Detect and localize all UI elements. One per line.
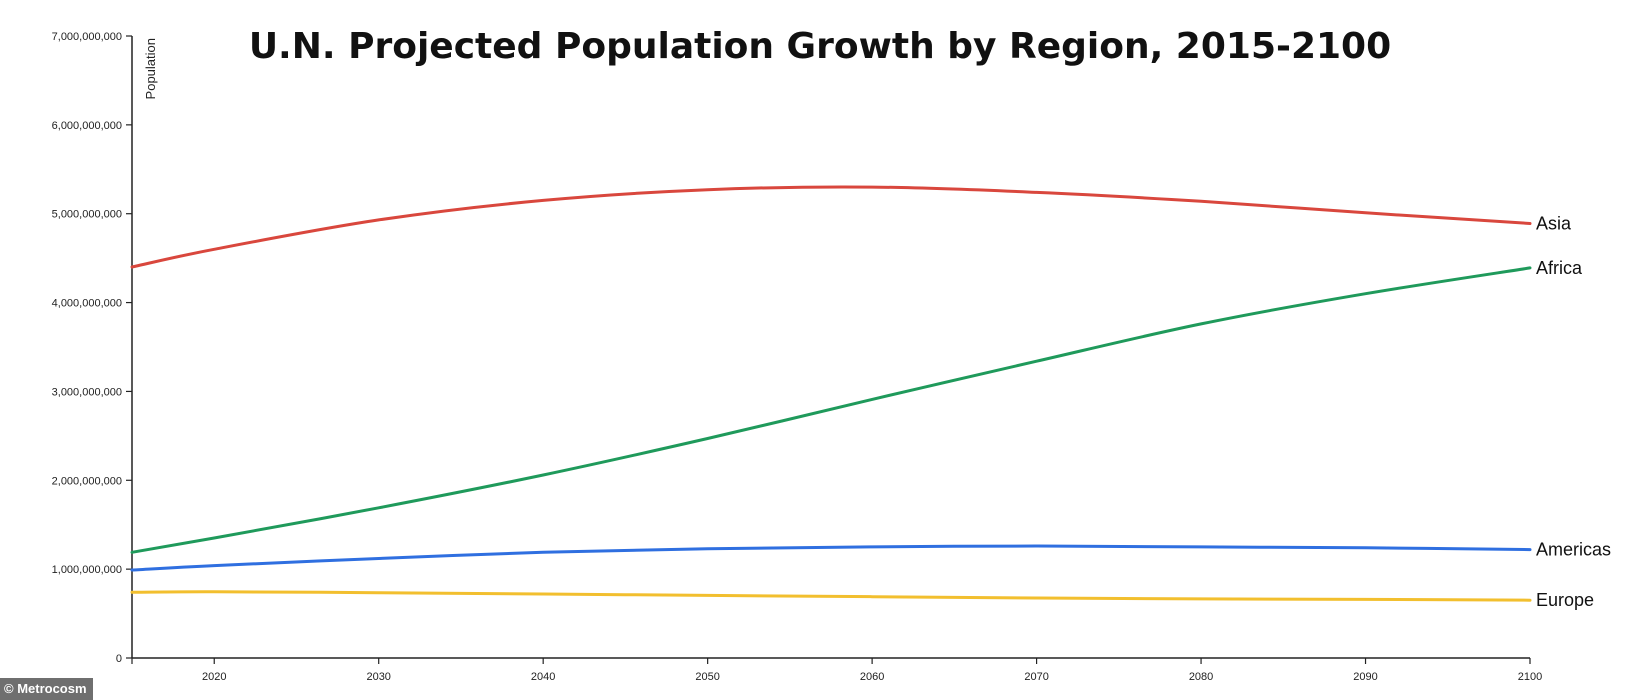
chart-title: U.N. Projected Population Growth by Regi… bbox=[249, 26, 1391, 67]
y-tick-label: 6,000,000,000 bbox=[52, 120, 122, 132]
y-tick-label: 3,000,000,000 bbox=[52, 386, 122, 398]
x-tick-label: 2090 bbox=[1353, 671, 1377, 683]
watermark: © Metrocosm bbox=[0, 678, 93, 700]
axes: 0 1,000,000,000 2,000,000,000 3,000,000,000… bbox=[52, 31, 1543, 683]
series-label-africa: Africa bbox=[1536, 258, 1583, 278]
series-line-africa bbox=[130, 266, 1532, 554]
series-label-americas: Americas bbox=[1536, 540, 1611, 560]
x-tick-label: 2050 bbox=[695, 671, 719, 683]
x-tick-label: 2030 bbox=[366, 671, 390, 683]
y-tick-label: 2,000,000,000 bbox=[52, 475, 122, 487]
series-label-europe: Europe bbox=[1536, 590, 1594, 610]
y-tick-label: 1,000,000,000 bbox=[52, 564, 122, 576]
y-tick-label: 4,000,000,000 bbox=[52, 298, 122, 310]
x-tick-label: 2100 bbox=[1518, 671, 1542, 683]
y-axis-label: Population bbox=[143, 38, 158, 99]
series-line-asia bbox=[130, 185, 1532, 269]
series-group: Asia Africa Americas Europe bbox=[130, 185, 1611, 610]
series-label-asia: Asia bbox=[1536, 213, 1572, 233]
series-line-americas bbox=[130, 544, 1532, 572]
x-tick-label: 2060 bbox=[860, 671, 884, 683]
x-tick-label: 2040 bbox=[531, 671, 555, 683]
y-tick-label: 7,000,000,000 bbox=[52, 31, 122, 43]
y-tick-label: 0 bbox=[116, 653, 122, 665]
y-tick-label: 5,000,000,000 bbox=[52, 209, 122, 221]
x-tick-label: 2020 bbox=[202, 671, 226, 683]
x-tick-label: 2070 bbox=[1024, 671, 1048, 683]
series-line-europe bbox=[130, 590, 1532, 602]
x-tick-label: 2080 bbox=[1189, 671, 1213, 683]
